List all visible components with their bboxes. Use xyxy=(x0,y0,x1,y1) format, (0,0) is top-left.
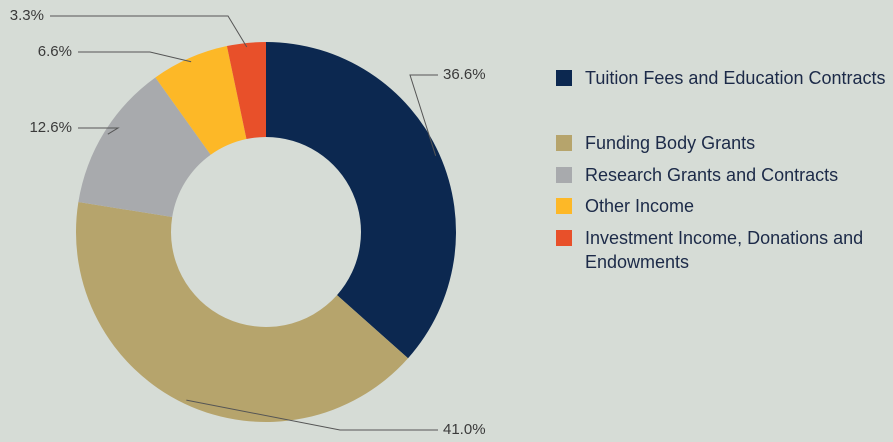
donut-slice xyxy=(75,202,409,423)
donut-slice xyxy=(226,42,266,140)
legend-item: Funding Body Grants xyxy=(556,131,893,155)
legend-item: Tuition Fees and Education Contracts xyxy=(556,66,893,90)
data-label: 41.0% xyxy=(443,421,486,438)
legend-label: Investment Income, Donations and Endowme… xyxy=(585,228,864,272)
legend-swatch xyxy=(556,70,572,86)
legend-item: Research Grants and Contracts xyxy=(556,163,893,187)
legend-swatch xyxy=(556,167,572,183)
leader-line xyxy=(186,399,438,431)
legend-label: Tuition Fees and Education Contracts xyxy=(585,68,886,88)
legend-swatch xyxy=(556,198,572,214)
legend-item: Other Income xyxy=(556,194,893,218)
data-label: 12.6% xyxy=(29,119,72,136)
leader-line xyxy=(78,127,120,135)
donut-slice xyxy=(78,77,211,218)
legend-swatch xyxy=(556,230,572,246)
leader-line xyxy=(78,51,192,63)
data-label: 3.3% xyxy=(10,7,44,24)
legend-label: Research Grants and Contracts xyxy=(585,165,839,185)
leader-line xyxy=(50,15,248,48)
donut-slice xyxy=(155,46,247,155)
data-label: 6.6% xyxy=(38,43,72,60)
leader-line xyxy=(409,74,438,156)
donut-slice xyxy=(266,42,456,359)
legend-item: Investment Income, Donations and Endowme… xyxy=(556,226,893,274)
legend-label: Other Income xyxy=(585,196,695,216)
legend-swatch xyxy=(556,135,572,151)
legend-label: Funding Body Grants xyxy=(585,133,756,153)
data-label: 36.6% xyxy=(443,66,486,83)
